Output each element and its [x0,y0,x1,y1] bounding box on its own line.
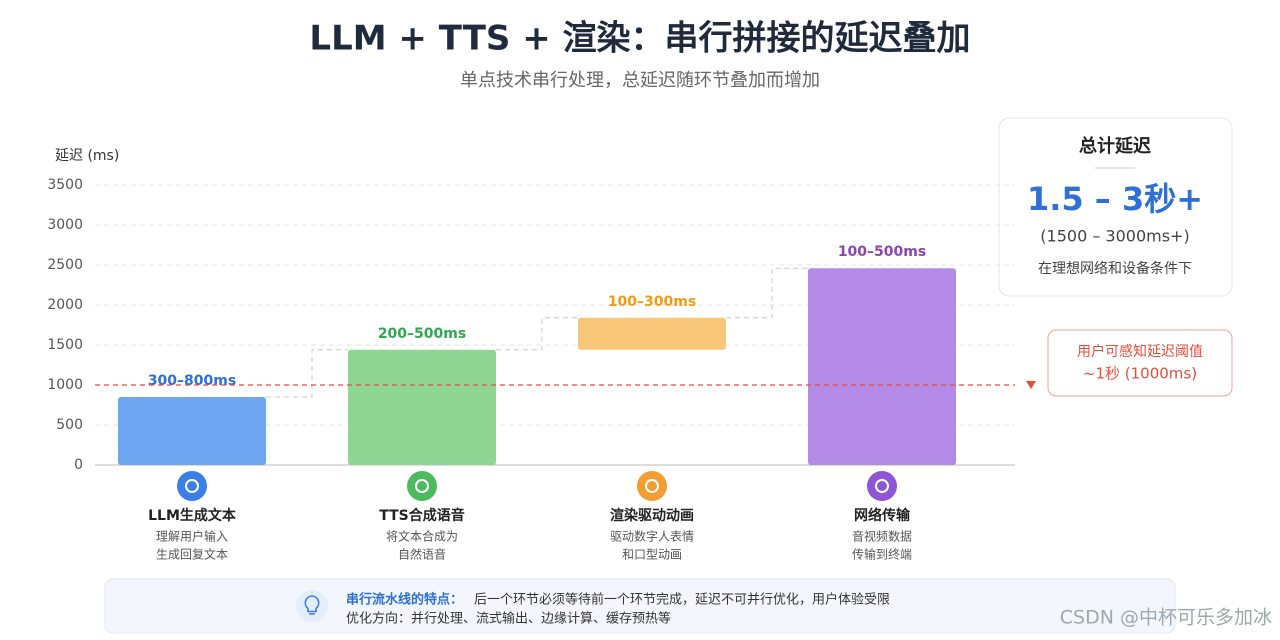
stage-icon [867,471,897,501]
connector [726,267,808,319]
y-tick-label: 3000 [47,217,83,233]
connector [496,317,578,351]
stage-icon [407,471,437,501]
y-tick-label: 1000 [47,377,83,393]
range-label: 100–500ms [838,244,926,260]
y-tick-label: 3500 [47,177,83,193]
x-tick-label: LLM生成文本 [148,507,237,524]
y-tick-label: 2000 [47,297,83,313]
y-tick-label: 500 [56,417,83,433]
range-label: 100–300ms [608,294,696,310]
bar [118,397,266,465]
stage-icon [637,471,667,501]
y-axis-label: 延迟 (ms) [55,148,119,164]
y-tick-label: 2500 [47,257,83,273]
range-label: 300–800ms [148,373,236,389]
x-tick-label: 网络传输 [854,507,911,524]
watermark: CSDN @中杯可乐多加冰 [1060,607,1272,629]
stage-description: 生成回复文本 [156,547,228,562]
total-note: 在理想网络和设备条件下 [1038,260,1192,277]
stage-description: 理解用户输入 [156,529,228,544]
stage-icon-glyph [645,479,659,493]
footer-line2: 优化方向：并行处理、流式输出、边缘计算、缓存预热等 [346,611,671,627]
bulb-icon [304,595,320,615]
total-title: 总计延迟 [1079,135,1151,157]
footer-box [104,578,1176,634]
x-tick-label: TTS合成语音 [379,507,465,524]
stage-description: 传输到终端 [852,547,912,562]
total-detail: (1500 – 3000ms+) [1040,227,1189,246]
threshold-box [1047,329,1233,397]
total-box [998,117,1233,297]
connector [266,349,348,398]
threshold-label: 用户可感知延迟阈值 [1077,343,1203,360]
footer-text: 后一个环节必须等待前一个环节完成，延迟不可并行优化，用户体验受限 [474,592,890,608]
y-tick-label: 0 [74,457,83,473]
stage-description: 自然语音 [398,547,446,562]
threshold-arrow [1026,381,1036,389]
stage-icon-glyph [875,479,889,493]
stage-icon [177,471,207,501]
stage-icon-glyph [185,479,199,493]
y-tick-label: 1500 [47,337,83,353]
stage-description: 和口型动画 [622,548,682,562]
chart-subtitle: 单点技术串行处理，总延迟随环节叠加而增加 [460,70,820,91]
bulb-icon-bg [296,590,328,622]
threshold-label: ~1秒 (1000ms) [1083,365,1197,383]
chart-title: LLM + TTS + 渲染：串行拼接的延迟叠加 [309,19,970,59]
stage-description: 驱动数字人表情 [610,529,694,544]
footer-heading: 串行流水线的特点： [346,592,463,608]
x-tick-label: 渲染驱动动画 [610,507,694,524]
bar [578,317,726,350]
total-value: 1.5 – 3秒+ [1027,180,1203,218]
stage-description: 音视频数据 [852,529,912,544]
range-label: 200–500ms [378,326,466,342]
bar [348,349,496,465]
stage-icon-glyph [415,479,429,493]
bar [808,268,956,465]
stage-description: 将文本合成为 [386,529,458,544]
